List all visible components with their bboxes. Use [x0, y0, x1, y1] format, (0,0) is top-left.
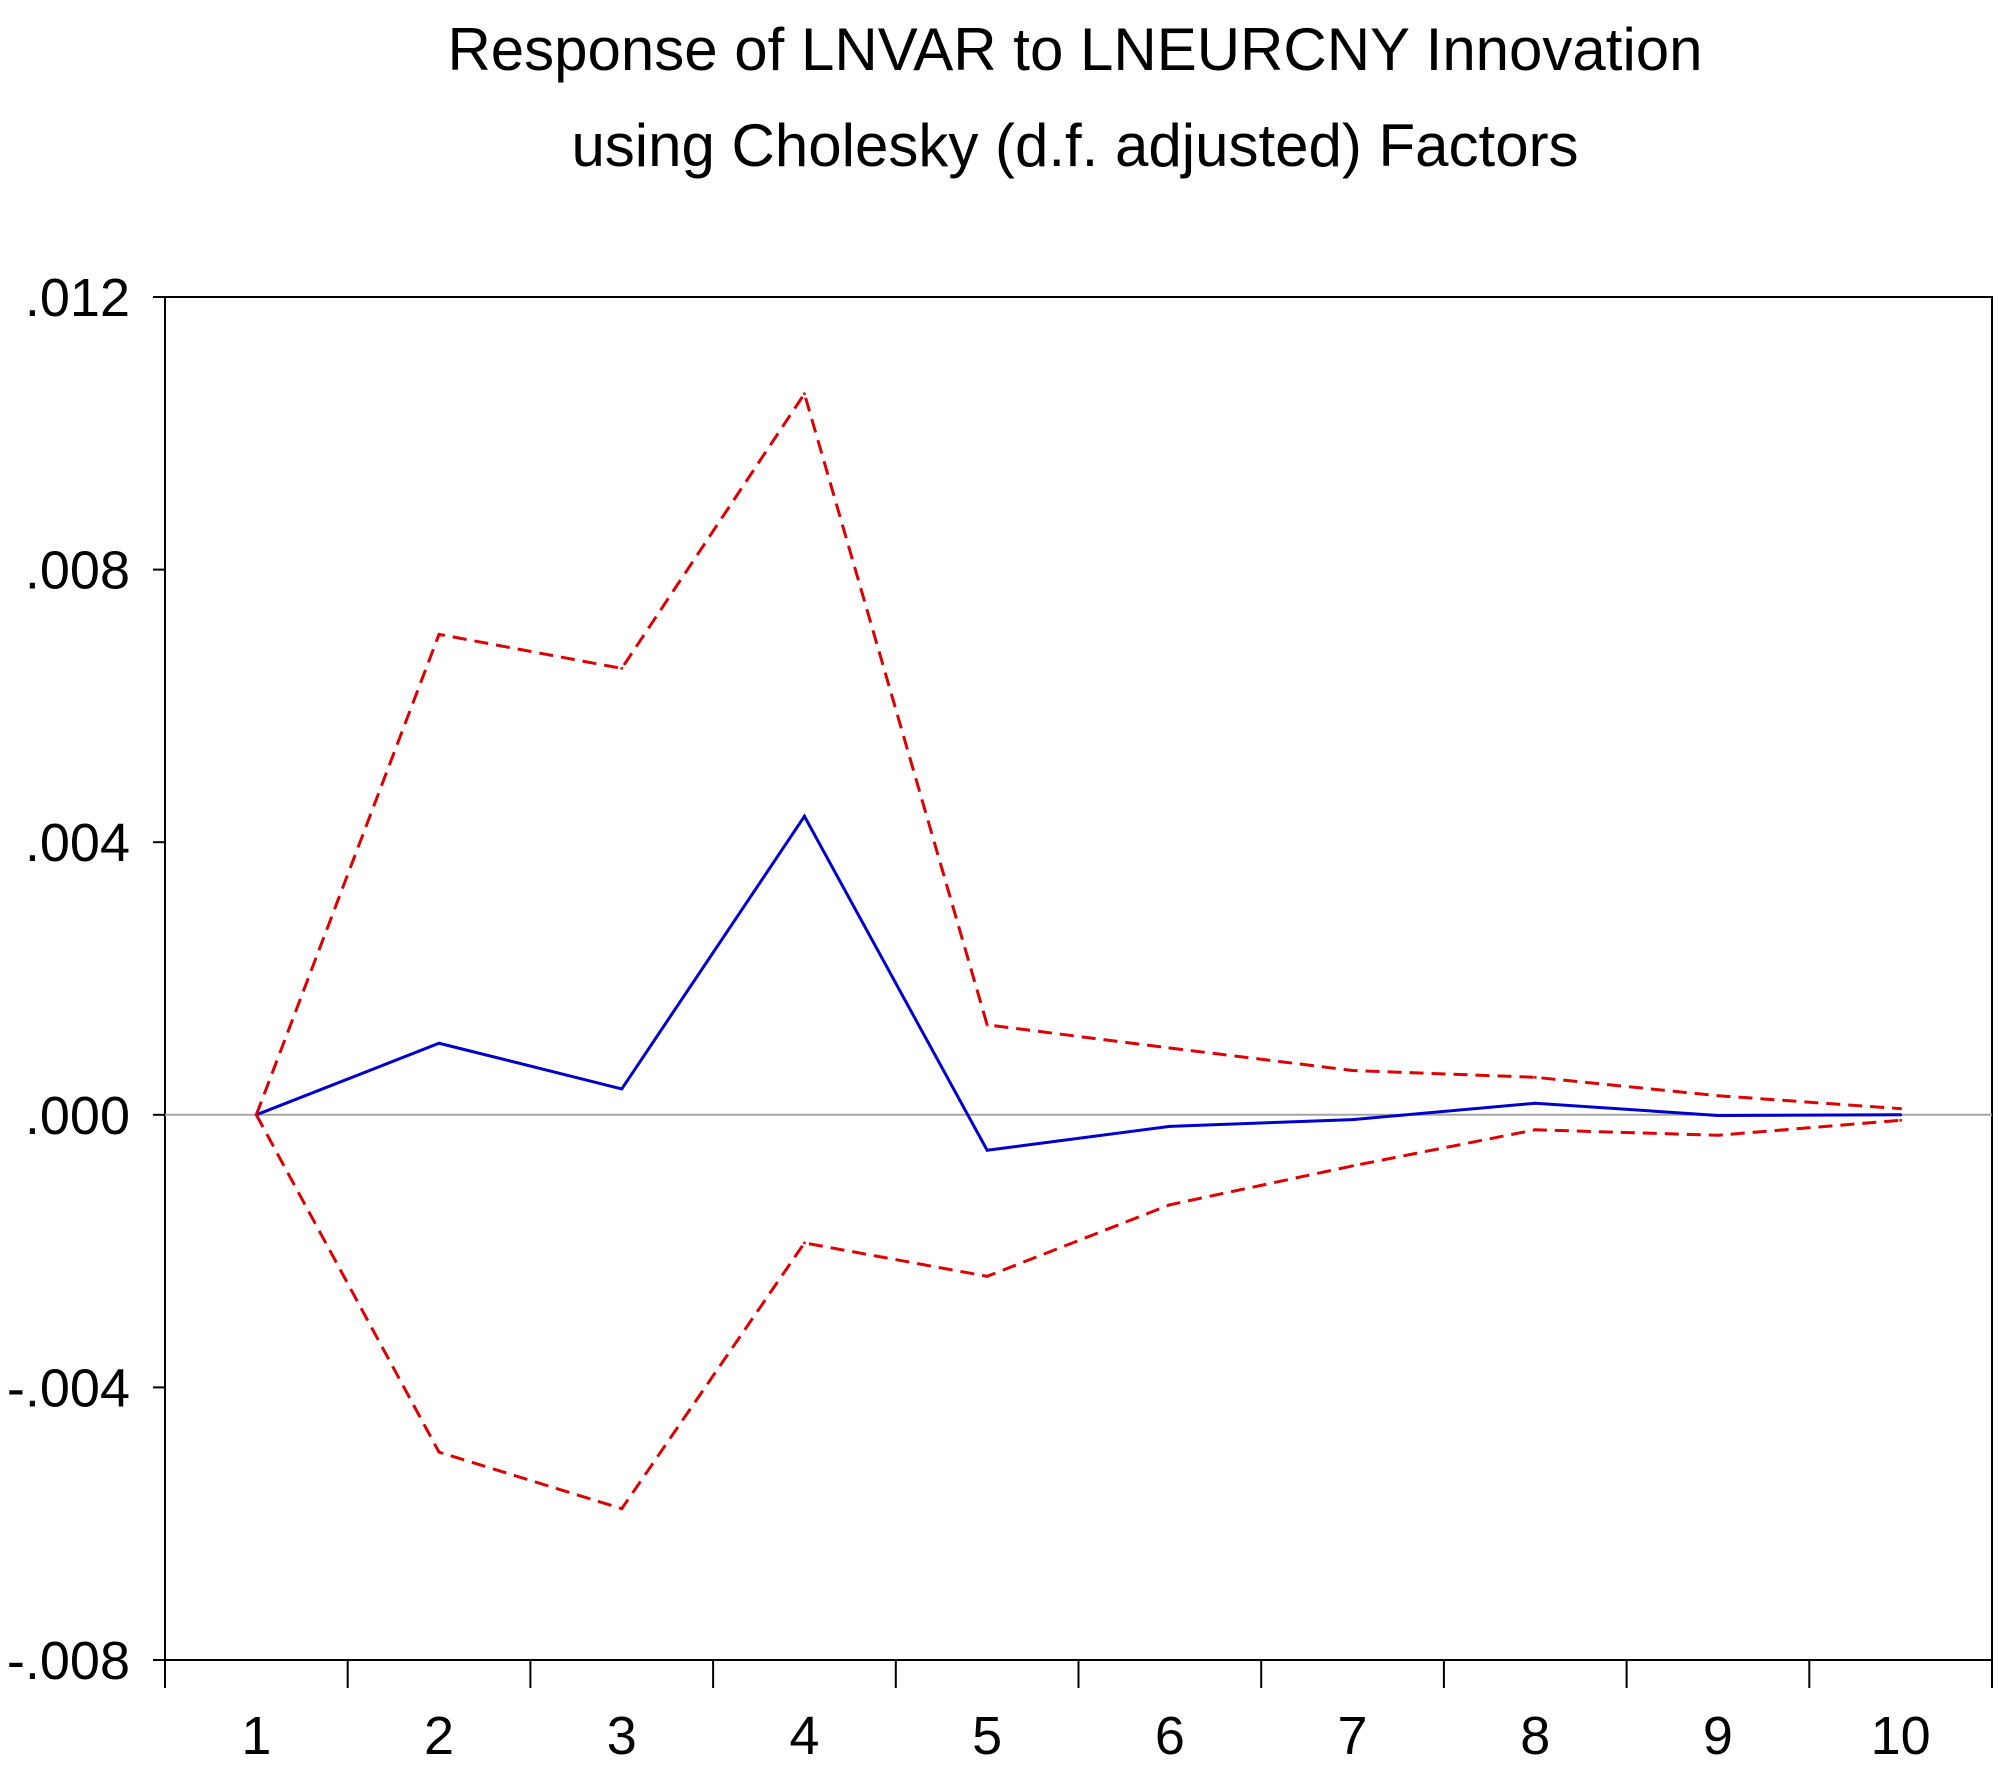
series-line-lower-band — [255, 1114, 1901, 1511]
y-tick-label: -.008 — [7, 1631, 130, 1691]
plot-frame — [164, 296, 1993, 1661]
data-point-upper-band — [437, 632, 441, 636]
data-point-lower-band — [1716, 1133, 1720, 1137]
data-point-upper-band — [1168, 1046, 1172, 1050]
data-point-response — [620, 1087, 624, 1091]
data-point-upper-band — [620, 666, 624, 670]
y-tick-label: .000 — [25, 1086, 130, 1146]
data-point-lower-band — [1899, 1118, 1903, 1122]
chart-title-line-1: Response of LNVAR to LNEURCNY Innovation — [447, 16, 1702, 83]
x-tick-label: 9 — [1703, 1706, 1733, 1766]
data-point-lower-band — [1533, 1128, 1537, 1132]
x-tick-label: 2 — [424, 1706, 454, 1766]
data-point-response — [1351, 1118, 1355, 1122]
x-tick-label: 10 — [1871, 1706, 1931, 1766]
data-point-response — [1533, 1101, 1537, 1105]
data-point-upper-band — [802, 392, 806, 396]
data-point-upper-band — [1716, 1094, 1720, 1098]
data-point-lower-band — [620, 1507, 624, 1511]
data-point-response — [437, 1041, 441, 1045]
data-point-response — [802, 814, 806, 818]
data-point-upper-band — [1899, 1107, 1903, 1111]
y-tick-label: -.004 — [7, 1358, 130, 1418]
data-point-upper-band — [1533, 1075, 1537, 1079]
x-tick-label: 7 — [1338, 1706, 1368, 1766]
chart-title-line-2: using Cholesky (d.f. adjusted) Factors — [571, 112, 1578, 179]
series-line-response — [255, 813, 1901, 1152]
x-tick-label: 6 — [1155, 1706, 1185, 1766]
x-tick-label: 1 — [241, 1706, 271, 1766]
data-point-lower-band — [802, 1241, 806, 1245]
y-tick-label: .004 — [25, 813, 130, 873]
data-point-response — [1716, 1113, 1720, 1117]
data-point-lower-band — [1351, 1164, 1355, 1168]
x-tick-label: 8 — [1520, 1706, 1550, 1766]
series-line-upper-band — [254, 390, 1901, 1116]
data-point-response — [1168, 1124, 1172, 1128]
x-tick-label: 3 — [607, 1706, 637, 1766]
data-point-upper-band — [985, 1023, 989, 1027]
data-point-lower-band — [985, 1274, 989, 1278]
x-tick-label: 5 — [972, 1706, 1002, 1766]
data-point-lower-band — [1168, 1203, 1172, 1207]
data-point-lower-band — [437, 1450, 441, 1454]
y-tick-label: .012 — [25, 268, 130, 328]
data-point-upper-band — [1351, 1069, 1355, 1073]
y-tick-label: .008 — [25, 541, 130, 601]
data-point-response — [1899, 1113, 1903, 1117]
data-point-response — [985, 1148, 989, 1152]
data-point-lower-band — [254, 1113, 258, 1117]
x-tick-label: 4 — [789, 1706, 819, 1766]
